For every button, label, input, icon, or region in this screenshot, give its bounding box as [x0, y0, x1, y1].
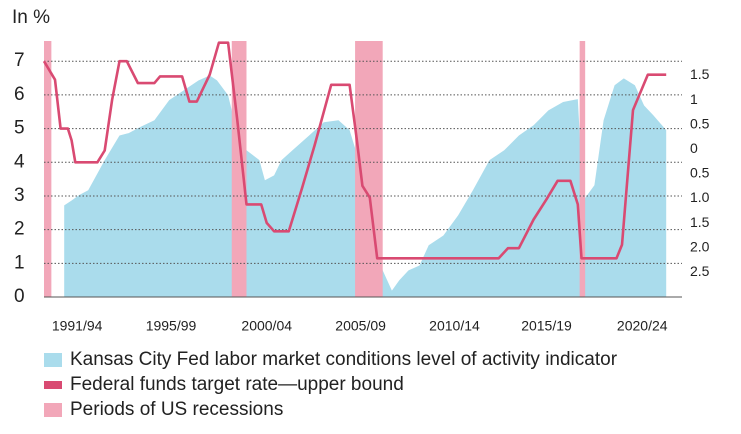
y2-tick-label: 0 [690, 140, 698, 156]
y2-tick-label: 0.5 [690, 165, 710, 181]
legend-swatch [44, 381, 62, 389]
y2-tick-label: 1 [690, 91, 698, 107]
recession-band [579, 41, 586, 297]
x-tick-label: 1995/99 [146, 318, 197, 334]
x-tick-label: 1991/94 [52, 318, 103, 334]
y-tick-label: 2 [14, 219, 25, 240]
y2-tick-label: 2.5 [690, 263, 710, 279]
y-tick-label: 7 [14, 50, 25, 71]
y2-tick-label: 1.5 [690, 66, 710, 82]
y2-tick-label: 1.0 [690, 189, 710, 205]
y-tick-label: 5 [14, 118, 25, 139]
legend-swatch [44, 403, 62, 417]
y-tick-label: 1 [14, 252, 25, 273]
x-tick-label: 2015/19 [521, 318, 572, 334]
line [42, 41, 667, 260]
recession-band [44, 41, 52, 297]
x-tick-label: 2005/09 [335, 318, 386, 334]
y-tick-label: 6 [14, 84, 25, 105]
legend-label: Federal funds target rate—upper bound [70, 374, 404, 395]
y2-tick-label: 0.5 [690, 115, 710, 131]
y-tick-label: 3 [14, 185, 25, 206]
x-tick-label: 2010/14 [429, 318, 480, 334]
y-axis-label: In % [12, 7, 50, 28]
legend-swatch [44, 353, 62, 367]
y2-tick-label: 1.5 [690, 214, 710, 230]
x-tick-label: 2020/24 [617, 318, 668, 334]
y-tick-label: 0 [14, 286, 25, 307]
recession-band [231, 41, 247, 297]
legend-label: Periods of US recessions [70, 399, 283, 420]
y2-tick-label: 2.0 [690, 238, 710, 254]
area [64, 75, 667, 297]
legend-label: Kansas City Fed labor market conditions … [70, 349, 618, 370]
y-tick-label: 4 [14, 151, 25, 172]
x-tick-label: 2000/04 [241, 318, 292, 334]
